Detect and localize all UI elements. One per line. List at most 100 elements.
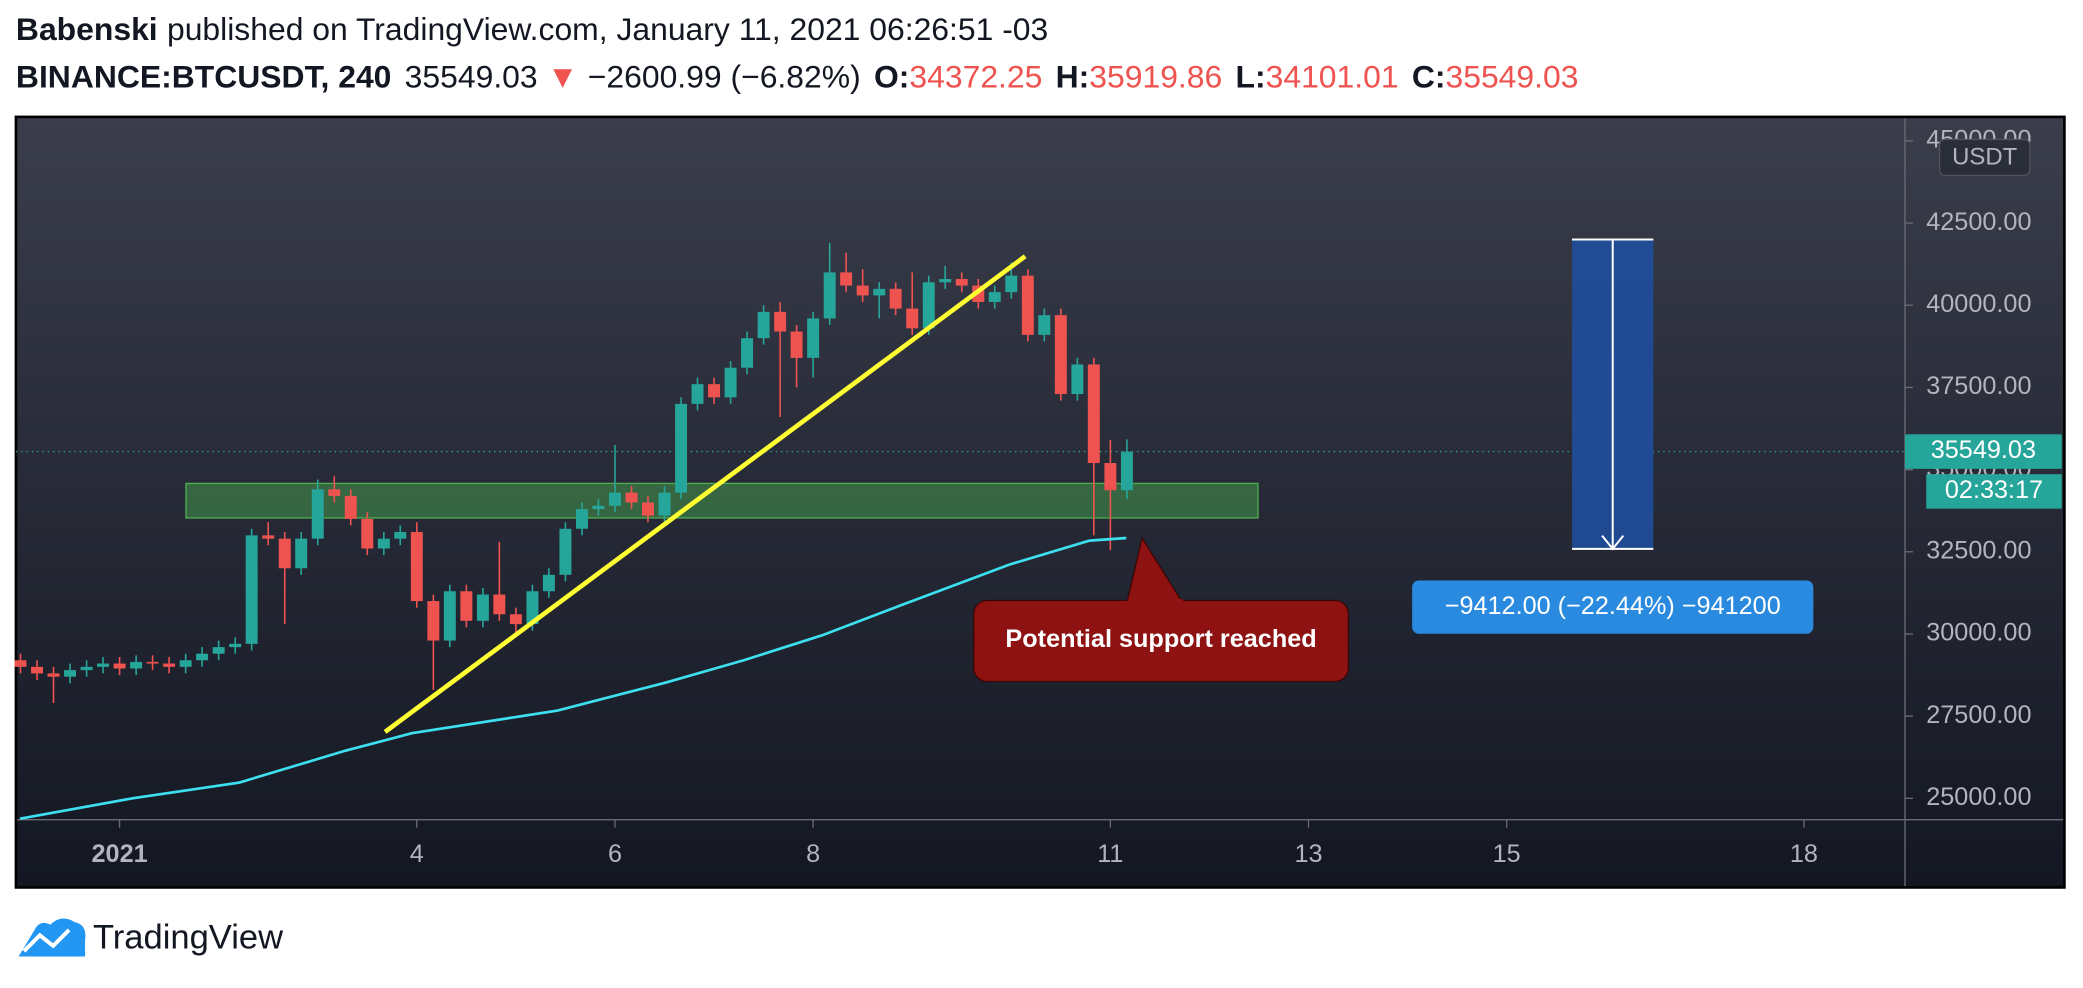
candle-body	[1005, 275, 1018, 293]
candle-body	[922, 282, 935, 329]
candle-body	[311, 489, 324, 539]
candle-body	[988, 292, 1001, 302]
candle-body	[823, 272, 836, 319]
candle-body	[741, 338, 754, 368]
candle-body	[163, 663, 176, 667]
candle-body	[856, 285, 869, 296]
change: −2600.99 (−6.82%)	[588, 59, 861, 95]
footer-brand: TradingView	[93, 918, 284, 956]
candle-body	[608, 492, 621, 506]
callout-cover	[1127, 599, 1184, 605]
candle-body	[955, 278, 968, 286]
last-price-label: 35549.03	[1931, 436, 2036, 464]
arrow: ▼	[547, 59, 579, 95]
candle-body	[675, 403, 688, 493]
x-tick-label: 2021	[92, 840, 148, 868]
candle-body	[1038, 315, 1051, 335]
candle-body	[394, 532, 407, 539]
last-price-box	[1904, 434, 2062, 469]
candle-body	[410, 532, 423, 602]
candle-body	[14, 660, 27, 667]
x-tick-label: 8	[806, 840, 820, 868]
candle-body	[1087, 364, 1100, 464]
candle-body	[840, 272, 853, 286]
candle-body	[31, 666, 44, 674]
high-value: 35919.86	[1089, 59, 1222, 95]
candle-body	[708, 384, 721, 398]
y-tick-label: 42500.00	[1926, 208, 2031, 236]
candle-body	[658, 492, 671, 516]
x-tick-label: 4	[410, 840, 424, 868]
candle-body	[542, 574, 555, 592]
candle-body	[130, 661, 143, 669]
symbol: BINANCE:BTCUSDT, 240	[16, 59, 391, 95]
candle-body	[278, 538, 291, 569]
header-line-1: Babenski published on TradingView.com, Ja…	[16, 11, 1048, 47]
candle-body	[47, 673, 60, 677]
candle-body	[476, 594, 489, 621]
candle-body	[625, 492, 638, 503]
candle-body	[212, 647, 225, 654]
candle-body	[179, 660, 192, 667]
low-value: 34101.01	[1266, 59, 1399, 95]
footer-logo	[18, 918, 86, 957]
candle-body	[724, 367, 737, 398]
high-label: H:	[1056, 59, 1090, 95]
y-tick-label: 25000.00	[1926, 783, 2031, 811]
candle-body	[64, 670, 77, 677]
candle-body	[1120, 451, 1133, 491]
close-label: C:	[1412, 59, 1446, 95]
open-label: O:	[874, 59, 909, 95]
candle-body	[509, 614, 522, 625]
open-value: 34372.25	[909, 59, 1042, 95]
candle-body	[97, 663, 110, 667]
candle-body	[576, 509, 588, 529]
candle-body	[196, 653, 209, 661]
candle-body	[361, 518, 374, 549]
overlay: −9412.00 (−22.44%) −941200 Potential supp…	[973, 138, 2062, 683]
candle-body	[1071, 364, 1084, 395]
candle-body	[1021, 275, 1034, 335]
y-tick-label: 37500.00	[1926, 372, 2031, 400]
candle-body	[262, 535, 275, 539]
y-tick-label: 27500.00	[1926, 701, 2031, 729]
header-line-2: BINANCE:BTCUSDT, 240 35549.03 ▼ −2600.99 (−…	[16, 59, 1579, 95]
candle-body	[559, 528, 572, 575]
x-tick-label: 6	[608, 840, 622, 868]
y-tick-label: 30000.00	[1926, 619, 2031, 647]
y-tick-label: 40000.00	[1926, 290, 2031, 318]
chart-panel	[14, 115, 2066, 889]
x-tick-label: 18	[1790, 840, 1818, 868]
candle-body	[146, 661, 159, 664]
candle-body	[80, 666, 93, 671]
candle-body	[807, 318, 820, 358]
candle-body	[113, 663, 126, 669]
x-tick-label: 13	[1294, 840, 1322, 868]
price: 35549.03	[405, 59, 538, 95]
candle-body	[939, 278, 952, 283]
candle-body	[889, 288, 902, 309]
candle-body	[774, 311, 787, 332]
candle-body	[460, 591, 473, 621]
currency-box	[1938, 138, 2031, 177]
candle-body	[295, 538, 308, 569]
candle-body	[641, 502, 654, 516]
callout-text: Potential support reached	[1005, 625, 1316, 653]
countdown-box	[1926, 474, 2062, 509]
candle-body	[229, 643, 242, 648]
candle-body	[526, 591, 539, 625]
candle-body	[245, 535, 258, 644]
countdown: 02:33:17	[1945, 476, 2043, 504]
close-value: 35549.03	[1445, 59, 1578, 95]
published: published on TradingView.com, January 11…	[167, 11, 1048, 47]
x-tick-label: 15	[1493, 840, 1521, 868]
candle-body	[906, 308, 919, 329]
trendline	[383, 254, 1027, 734]
currency: USDT	[1952, 143, 2017, 170]
candle-body	[757, 311, 770, 339]
candle-body	[1104, 463, 1117, 491]
candle-body	[873, 288, 886, 296]
measure-label: −9412.00 (−22.44%) −941200	[1445, 592, 1781, 620]
candle-body	[427, 601, 440, 641]
low-label: L:	[1236, 59, 1266, 95]
